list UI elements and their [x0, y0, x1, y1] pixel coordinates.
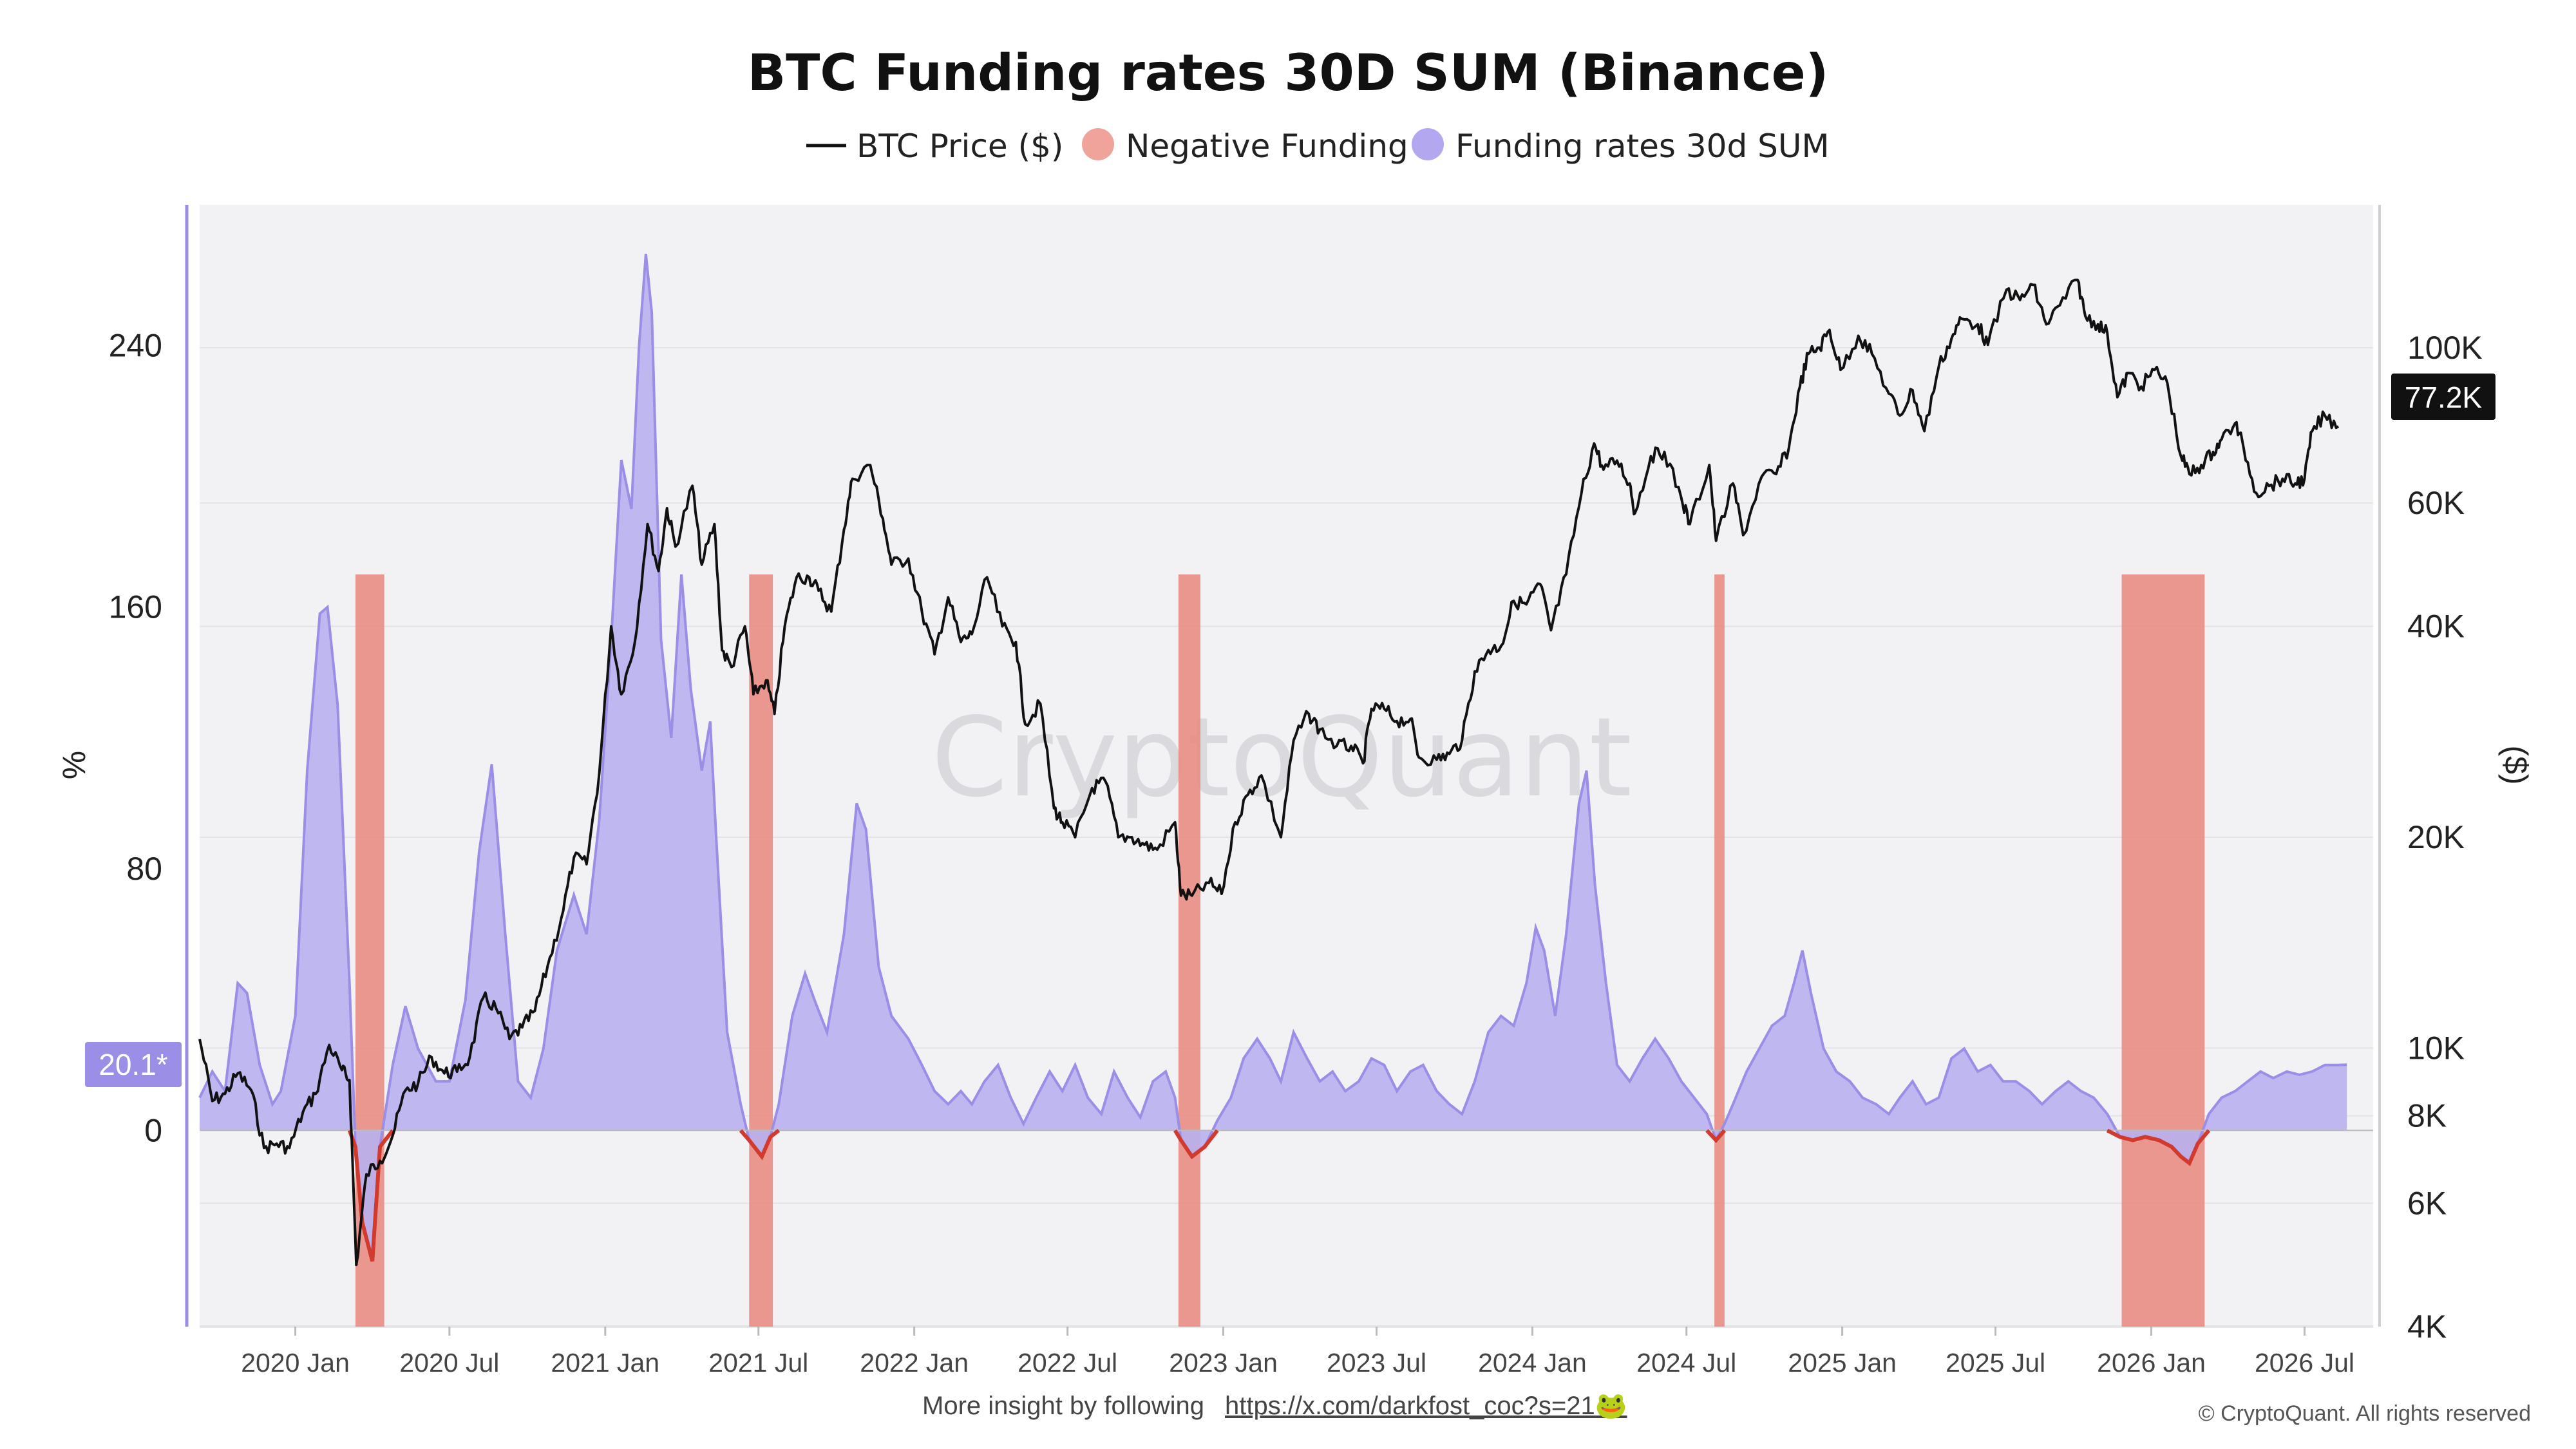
legend-item-funding-sum[interactable]: Funding rates 30d SUM	[1412, 128, 1830, 165]
y-left-axis-title: %	[56, 751, 92, 779]
x-tick-label: 2022 Jan	[860, 1348, 969, 1378]
x-tick-label: 2022 Jul	[1018, 1348, 1117, 1378]
y-left-tick-label: 160	[109, 589, 162, 625]
negative-funding-line	[1173, 1129, 1219, 1160]
negative-funding-line	[347, 1129, 395, 1262]
y-left-tick-label: 240	[109, 327, 162, 363]
x-tick-label: 2023 Jan	[1169, 1348, 1278, 1378]
x-tick-label: 2024 Jul	[1636, 1348, 1736, 1378]
price-badge-text: 77.2K	[2405, 381, 2483, 414]
x-tick-label: 2021 Jan	[551, 1348, 659, 1378]
funding-badge-bg	[85, 1042, 182, 1087]
y-right-tick-label: 20K	[2407, 819, 2465, 855]
x-tick-label: 2020 Jan	[241, 1348, 350, 1378]
funding-value-badge: 20.1*	[85, 1042, 182, 1087]
footer-link[interactable]: https://x.com/darkfost_coc?s=21🐸	[1225, 1392, 1627, 1420]
funding-area	[198, 253, 2373, 1262]
legend-item-negative-funding[interactable]: Negative Funding	[1082, 128, 1408, 165]
x-tick-label: 2024 Jan	[1478, 1348, 1587, 1378]
y-left-ticks: 240 160 80 0	[109, 327, 162, 1148]
btc-price-line	[198, 278, 2340, 1267]
legend: BTC Price ($) Negative Funding Funding r…	[806, 128, 1830, 165]
x-tick-label: 2023 Jul	[1327, 1348, 1426, 1378]
price-line	[198, 278, 2340, 1267]
x-tick-label: 2025 Jul	[1946, 1348, 2045, 1378]
negative-funding-line	[1705, 1129, 1727, 1143]
funding-badge-text: 20.1*	[99, 1048, 168, 1081]
x-tick-label: 2025 Jan	[1788, 1348, 1897, 1378]
x-tick-label: 2020 Jul	[399, 1348, 499, 1378]
legend-circle-icon	[1412, 128, 1444, 160]
y-right-axis-title: ($)	[2498, 745, 2534, 784]
legend-label-negative-funding: Negative Funding	[1126, 128, 1408, 165]
y-right-ticks: 100K 60K 40K 20K 10K 8K 6K 4K	[2407, 330, 2483, 1345]
plot-area	[200, 205, 2373, 1327]
funding-area-outline	[198, 253, 2347, 1262]
negative-funding-band	[1178, 574, 1201, 1327]
copyright: © CryptoQuant. All rights reserved	[2199, 1401, 2531, 1426]
y-right-tick-label: 4K	[2407, 1309, 2447, 1345]
y-right-tick-label: 40K	[2407, 609, 2465, 645]
y-right-tick-label: 8K	[2407, 1098, 2447, 1134]
x-tick-label: 2026 Jul	[2255, 1348, 2354, 1378]
y-left-tick-label: 80	[126, 851, 162, 887]
y-right-tick-label: 100K	[2407, 330, 2483, 366]
footer-text: More insight by following	[922, 1392, 1204, 1420]
legend-label-btc-price: BTC Price ($)	[857, 128, 1063, 165]
y-right-tick-label: 10K	[2407, 1030, 2465, 1066]
chart-title: BTC Funding rates 30D SUM (Binance)	[748, 44, 1829, 102]
y-right-tick-label: 6K	[2407, 1186, 2447, 1222]
legend-item-btc-price[interactable]: BTC Price ($)	[806, 128, 1063, 165]
price-value-badge: 77.2K	[2391, 374, 2496, 420]
legend-circle-icon	[1082, 128, 1114, 160]
funding-area-fill	[200, 254, 2347, 1262]
y-left-tick-label: 0	[144, 1112, 162, 1148]
price-badge-bg	[2391, 374, 2496, 420]
negative-funding-line	[2106, 1128, 2211, 1166]
x-ticks: 2020 Jan 2020 Jul 2021 Jan 2021 Jul 2022 Jan…	[241, 1327, 2354, 1378]
negative-funding-line	[739, 1128, 781, 1160]
x-tick-label: 2021 Jul	[708, 1348, 808, 1378]
negative-funding-band	[2121, 574, 2205, 1327]
negative-funding-band	[1714, 574, 1725, 1327]
legend-label-funding-sum: Funding rates 30d SUM	[1455, 128, 1830, 165]
negative-funding-bands	[355, 574, 2205, 1327]
x-tick-label: 2026 Jan	[2097, 1348, 2206, 1378]
negative-funding-band	[749, 574, 773, 1327]
y-right-tick-label: 60K	[2407, 485, 2465, 521]
